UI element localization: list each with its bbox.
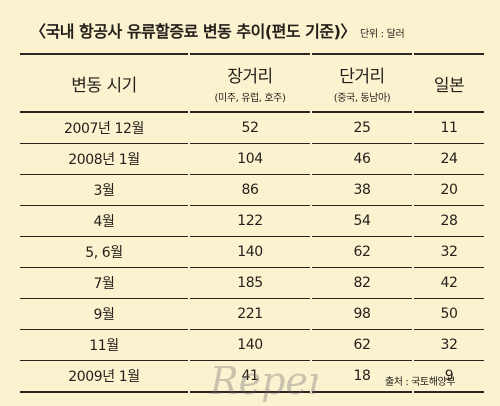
table-title: 〈국내 항공사 유류할증료 변동 추이(편도 기준)〉 xyxy=(30,22,356,41)
table-row: 3월 86 38 20 xyxy=(20,175,484,206)
table-row: 2009년 1월 41 18 9 xyxy=(20,361,484,393)
header-row: 변동 시기 장거리 (미주, 유럽, 호주) 단거리 (중국, 동남아) 일본 xyxy=(20,53,484,113)
short-haul-cell: 25 xyxy=(312,113,412,144)
short-haul-cell: 54 xyxy=(312,206,412,237)
period-cell: 11월 xyxy=(20,330,188,361)
japan-cell: 42 xyxy=(414,268,484,299)
column-gap xyxy=(412,268,414,299)
column-gap xyxy=(188,361,190,393)
header-short-haul-sub: (중국, 동남아) xyxy=(333,93,391,104)
long-haul-cell: 221 xyxy=(190,299,310,330)
long-haul-cell: 104 xyxy=(190,144,310,175)
japan-cell: 11 xyxy=(414,113,484,144)
period-cell: 3월 xyxy=(20,175,188,206)
title-row: 〈국내 항공사 유류할증료 변동 추이(편도 기준)〉 단위 : 달러 xyxy=(30,18,500,48)
column-gap xyxy=(188,237,190,268)
column-gap xyxy=(310,144,312,175)
table-row: 4월 122 54 28 xyxy=(20,206,484,237)
table-row: 7월 185 82 42 xyxy=(20,268,484,299)
table-row: 11월 140 62 32 xyxy=(20,330,484,361)
long-haul-cell: 41 xyxy=(190,361,310,393)
short-haul-cell: 38 xyxy=(312,175,412,206)
short-haul-cell: 62 xyxy=(312,237,412,268)
period-cell: 4월 xyxy=(20,206,188,237)
table-row: 2008년 1월 104 46 24 xyxy=(20,144,484,175)
long-haul-cell: 86 xyxy=(190,175,310,206)
long-haul-cell: 140 xyxy=(190,237,310,268)
column-gap xyxy=(412,113,414,144)
japan-cell: 28 xyxy=(414,206,484,237)
period-cell: 5, 6월 xyxy=(20,237,188,268)
fuel-surcharge-table: 변동 시기 장거리 (미주, 유럽, 호주) 단거리 (중국, 동남아) 일본 … xyxy=(20,53,484,393)
column-gap xyxy=(412,144,414,175)
column-gap xyxy=(412,361,414,393)
column-gap xyxy=(412,175,414,206)
column-gap xyxy=(188,206,190,237)
watermark-text: Repere xyxy=(209,359,318,403)
header-japan-label: 일본 xyxy=(433,75,465,96)
table-row: 2007년 12월 52 25 11 xyxy=(20,113,484,144)
header-long-haul-label: 장거리 xyxy=(227,67,273,87)
column-gap xyxy=(412,237,414,268)
period-cell: 2008년 1월 xyxy=(20,144,188,175)
table-row: 9월 221 98 50 xyxy=(20,299,484,330)
long-haul-cell: 140 xyxy=(190,330,310,361)
header-period: 변동 시기 xyxy=(20,53,188,113)
column-gap xyxy=(310,113,312,144)
header-long-haul: 장거리 (미주, 유럽, 호주) xyxy=(190,53,310,113)
japan-cell: 32 xyxy=(414,330,484,361)
japan-cell: 32 xyxy=(414,237,484,268)
column-gap xyxy=(188,299,190,330)
header-short-haul-label: 단거리 xyxy=(339,67,385,87)
period-cell: 9월 xyxy=(20,299,188,330)
short-haul-cell: 18 xyxy=(312,361,412,393)
column-gap xyxy=(412,206,414,237)
column-gap xyxy=(310,330,312,361)
period-cell: 7월 xyxy=(20,268,188,299)
period-cell: 2009년 1월 xyxy=(20,361,188,393)
column-gap xyxy=(412,53,414,113)
column-gap xyxy=(310,361,312,393)
table-body: 2007년 12월 52 25 11 2008년 1월 104 46 24 3월 86 38 20 4월… xyxy=(20,113,484,393)
column-gap xyxy=(310,175,312,206)
header-japan: 일본 xyxy=(414,53,484,113)
short-haul-cell: 46 xyxy=(312,144,412,175)
column-gap xyxy=(310,237,312,268)
japan-cell: 24 xyxy=(414,144,484,175)
period-cell: 2007년 12월 xyxy=(20,113,188,144)
long-haul-cell: 52 xyxy=(190,113,310,144)
japan-cell: 20 xyxy=(414,175,484,206)
japan-cell: 9 xyxy=(414,361,484,393)
header-period-label: 변동 시기 xyxy=(71,75,137,96)
long-haul-cell: 122 xyxy=(190,206,310,237)
short-haul-cell: 98 xyxy=(312,299,412,330)
table-header: 변동 시기 장거리 (미주, 유럽, 호주) 단거리 (중국, 동남아) 일본 xyxy=(20,53,484,113)
column-gap xyxy=(188,113,190,144)
column-gap xyxy=(188,175,190,206)
column-gap xyxy=(412,299,414,330)
unit-label: 단위 : 달러 xyxy=(359,29,405,40)
japan-cell: 50 xyxy=(414,299,484,330)
column-gap xyxy=(188,330,190,361)
header-short-haul: 단거리 (중국, 동남아) xyxy=(312,53,412,113)
column-gap xyxy=(310,53,312,113)
watermark-logo: Repere xyxy=(209,359,318,403)
short-haul-cell: 82 xyxy=(312,268,412,299)
source-note: 출처 : 국토해양부 xyxy=(385,377,456,388)
long-haul-cell: 185 xyxy=(190,268,310,299)
column-gap xyxy=(310,299,312,330)
short-haul-cell: 62 xyxy=(312,330,412,361)
table-row: 5, 6월 140 62 32 xyxy=(20,237,484,268)
column-gap xyxy=(188,144,190,175)
column-gap xyxy=(188,268,190,299)
column-gap xyxy=(310,206,312,237)
header-long-haul-sub: (미주, 유럽, 호주) xyxy=(214,93,286,104)
column-gap xyxy=(310,268,312,299)
column-gap xyxy=(188,53,190,113)
column-gap xyxy=(412,330,414,361)
